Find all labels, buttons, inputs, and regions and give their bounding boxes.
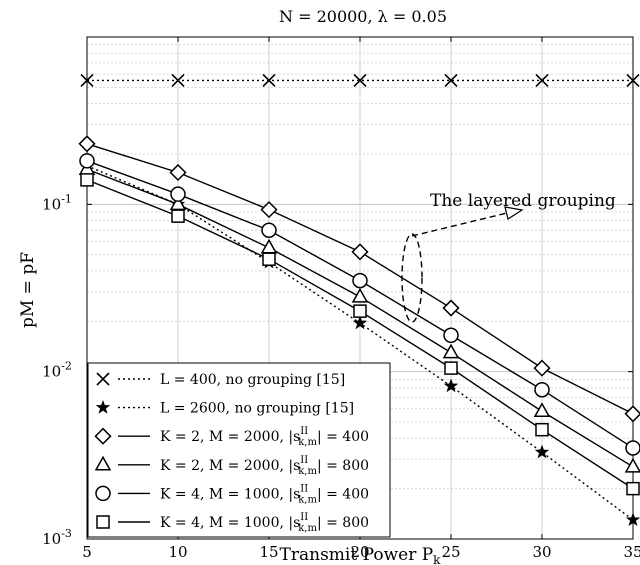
legend-label: L = 2600, no grouping [15] xyxy=(160,401,354,417)
legend-label: K = 4, M = 1000, |sII k,m| = 800 xyxy=(160,512,369,534)
data-point-triangle xyxy=(94,455,112,471)
legend-entry: K = 2, M = 2000, |sII k,m| = 800 xyxy=(94,455,369,477)
data-point-triangle xyxy=(260,238,278,254)
data-point-star xyxy=(352,315,368,330)
legend-label: L = 400, no grouping [15] xyxy=(160,372,345,388)
x-tick-label: 30 xyxy=(532,543,551,561)
annotation-arrowhead xyxy=(504,206,524,220)
data-point-diamond xyxy=(351,243,369,261)
series-circle xyxy=(79,153,640,456)
y-axis-label: pM = pF xyxy=(18,252,38,328)
data-point-x xyxy=(353,73,367,88)
data-point-circle xyxy=(534,381,550,398)
data-point-x xyxy=(96,372,110,386)
x-tick-label: 10 xyxy=(168,543,187,561)
legend-box xyxy=(87,362,391,538)
data-point-diamond xyxy=(624,405,640,423)
data-point-square xyxy=(444,361,458,375)
data-point-circle xyxy=(625,440,640,456)
data-point-diamond xyxy=(260,201,278,219)
data-point-x xyxy=(535,73,549,88)
data-point-triangle xyxy=(351,287,369,303)
x-axis-label-subscript: k xyxy=(433,553,441,565)
legend-entry: K = 4, M = 1000, |sII k,m| = 400 xyxy=(95,483,369,505)
x-ticks: 5 10 15 20 25 30 35 xyxy=(82,37,640,561)
annotation-ellipse xyxy=(401,233,423,323)
legend-entry: K = 2, M = 2000, |sII k,m| = 400 xyxy=(94,426,369,448)
data-point-star xyxy=(95,399,111,414)
data-point-triangle xyxy=(533,402,551,418)
data-point-x xyxy=(262,73,276,88)
x-axis-label: Transmit Power Pk xyxy=(280,545,442,565)
series-group xyxy=(78,73,640,527)
data-point-x xyxy=(626,73,640,88)
y-tick-label: 10-3 xyxy=(42,527,72,548)
legend: L = 400, no grouping [15] L = 2600, no gr… xyxy=(87,362,391,538)
data-point-diamond xyxy=(442,299,460,317)
data-point-triangle xyxy=(624,457,640,473)
y-ticks: 10-1 10-2 10-3 xyxy=(42,192,633,548)
x-tick-label: 25 xyxy=(441,543,460,561)
data-point-square xyxy=(171,209,185,223)
annotation: The layered grouping xyxy=(401,191,616,323)
data-point-triangle xyxy=(442,343,460,359)
data-point-square xyxy=(535,422,549,437)
legend-label: K = 4, M = 1000, |sII k,m| = 400 xyxy=(160,483,369,505)
data-point-square xyxy=(262,252,276,266)
legend-entry: L = 400, no grouping [15] xyxy=(96,372,345,388)
legend-label: K = 2, M = 2000, |sII k,m| = 800 xyxy=(160,455,369,477)
data-point-diamond xyxy=(169,163,187,182)
y-tick-label: 10-1 xyxy=(42,192,72,213)
data-point-circle xyxy=(95,485,111,502)
data-point-triangle xyxy=(169,195,187,211)
data-point-x xyxy=(444,73,458,88)
series-diamond xyxy=(78,135,640,423)
legend-entry: K = 4, M = 1000, |sII k,m| = 800 xyxy=(96,512,369,534)
data-point-x xyxy=(171,73,185,88)
data-point-square xyxy=(626,481,640,496)
chart-title: N = 20000, λ = 0.05 xyxy=(279,7,447,26)
y-tick-label: 10-2 xyxy=(42,360,72,381)
data-point-x xyxy=(80,73,94,88)
annotation-arrow xyxy=(411,212,508,237)
data-point-circle xyxy=(352,272,368,289)
x-tick-label: 15 xyxy=(259,543,278,561)
data-point-circle xyxy=(170,186,186,202)
series-square xyxy=(80,173,640,496)
data-point-diamond xyxy=(78,135,96,153)
legend-entry: L = 2600, no grouping [15] xyxy=(95,399,354,417)
data-point-circle xyxy=(443,327,459,344)
data-point-star xyxy=(443,378,459,393)
annotation-text: The layered grouping xyxy=(430,191,616,211)
data-point-star xyxy=(625,512,640,527)
series-x xyxy=(80,73,640,88)
data-point-diamond xyxy=(533,359,551,377)
data-point-square xyxy=(80,173,94,187)
data-point-circle xyxy=(261,222,277,239)
data-point-diamond xyxy=(94,427,112,445)
data-point-circle xyxy=(79,153,95,169)
x-tick-label: 35 xyxy=(623,543,640,561)
x-tick-label: 5 xyxy=(82,543,92,561)
legend-label: K = 2, M = 2000, |sII k,m| = 400 xyxy=(160,426,369,448)
x-tick-label: 20 xyxy=(350,543,369,561)
data-point-square xyxy=(96,515,110,529)
data-point-star xyxy=(534,444,550,459)
data-point-square xyxy=(353,304,367,318)
